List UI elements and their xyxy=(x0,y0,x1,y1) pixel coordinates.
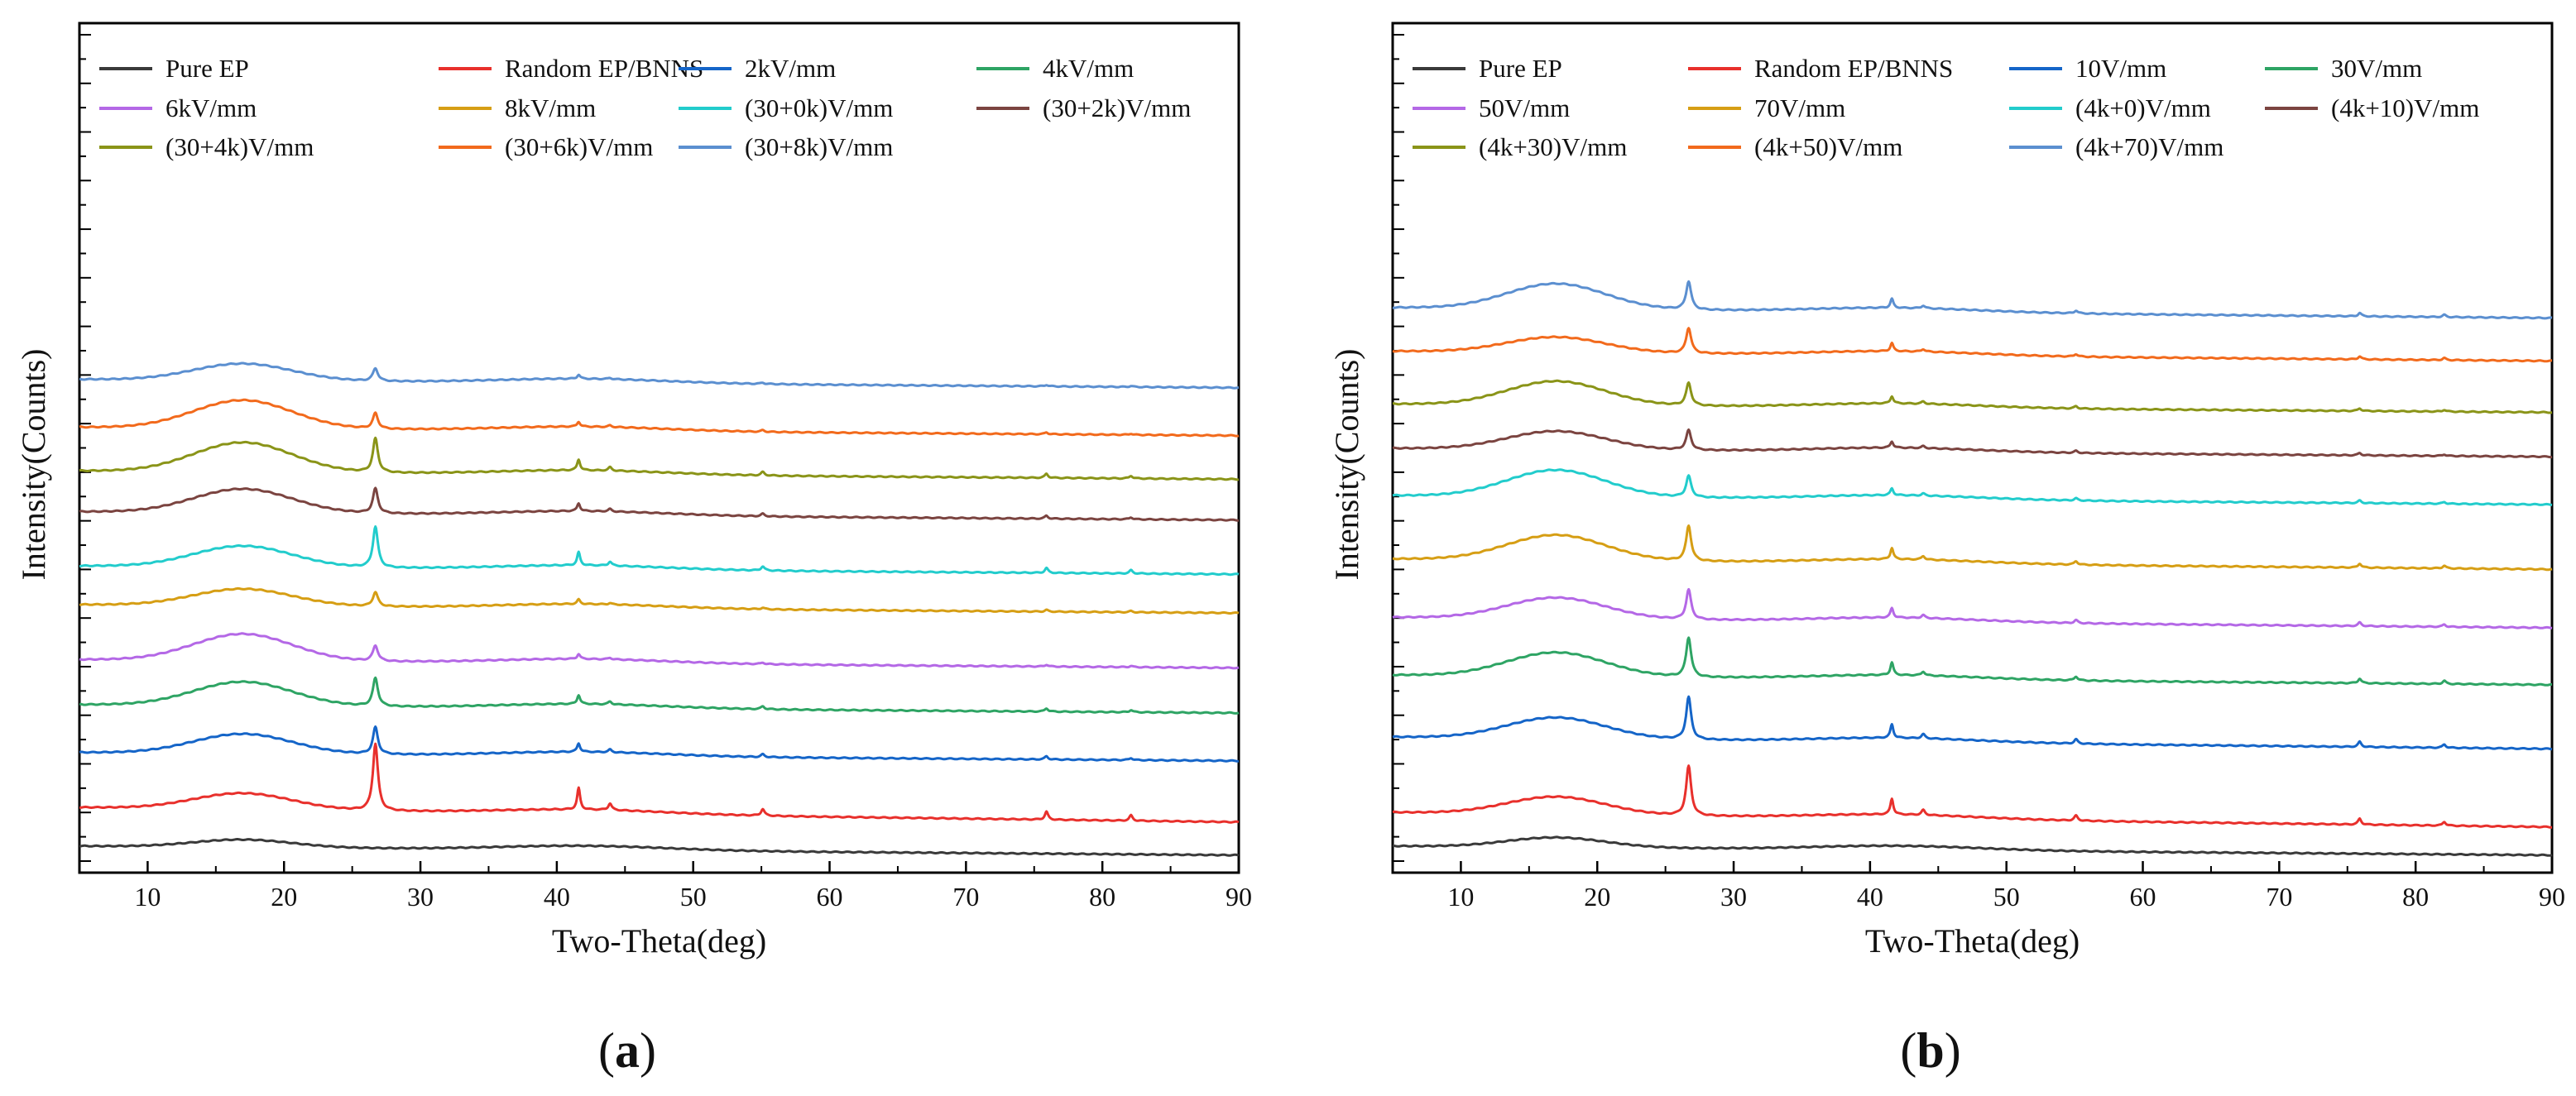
series-line-7 xyxy=(79,486,1240,522)
legend-entry: (30+4k)V/mm xyxy=(165,132,314,161)
legend-entry: (30+2k)V/mm xyxy=(1043,93,1191,122)
x-tick-label: 80 xyxy=(1089,882,1115,912)
legend-entry: 50V/mm xyxy=(1479,93,1570,122)
panel-caption: (b) xyxy=(1900,1023,1960,1078)
x-tick-label: 20 xyxy=(1584,882,1610,912)
x-tick-label: 30 xyxy=(407,882,434,912)
legend-entry: (4k+70)V/mm xyxy=(2075,132,2223,161)
x-axis-title: Two-Theta(deg) xyxy=(552,922,766,960)
series-line-9 xyxy=(79,398,1240,438)
series-line-7 xyxy=(1392,428,2553,459)
legend-entry: (4k+10)V/mm xyxy=(2331,93,2479,122)
x-tick-label: 40 xyxy=(1857,882,1883,912)
series-line-5 xyxy=(1392,524,2553,572)
legend-entry: 10V/mm xyxy=(2075,54,2166,83)
x-tick-label: 60 xyxy=(2130,882,2156,912)
legend-entry: Pure EP xyxy=(165,54,249,83)
x-tick-label: 50 xyxy=(1993,882,2020,912)
series-line-4 xyxy=(79,632,1240,670)
series-line-8 xyxy=(79,436,1240,481)
legend-entry: 6kV/mm xyxy=(165,93,257,122)
series-line-2 xyxy=(79,725,1240,763)
legend-entry: (4k+30)V/mm xyxy=(1479,132,1627,161)
series-line-1 xyxy=(1392,764,2553,829)
x-tick-label: 60 xyxy=(817,882,843,912)
x-tick-label: 10 xyxy=(134,882,161,912)
series-line-6 xyxy=(79,525,1240,577)
series-line-8 xyxy=(1392,379,2553,414)
legend-entry: 2kV/mm xyxy=(745,54,836,83)
series-line-2 xyxy=(1392,695,2553,751)
x-tick-label: 20 xyxy=(271,882,297,912)
x-tick-label: 30 xyxy=(1720,882,1747,912)
series-line-5 xyxy=(79,586,1240,615)
panel-a: 10 20 30 40 50 60 70 80 90 Two-Theta(deg) Intensit… xyxy=(15,22,1252,1078)
panel-b: 10 20 30 40 50 60 70 80 90 Two-Theta(deg) Intensit… xyxy=(1328,22,2565,1078)
legend-entry: Random EP/BNNS xyxy=(505,54,703,83)
legend-entry: (30+0k)V/mm xyxy=(745,93,893,122)
series-line-9 xyxy=(1392,327,2553,363)
series-line-0 xyxy=(1392,835,2553,857)
legend-entry: 8kV/mm xyxy=(505,93,596,122)
x-tick-label: 70 xyxy=(952,882,979,912)
x-tick-label: 10 xyxy=(1447,882,1474,912)
series-line-0 xyxy=(79,838,1240,857)
panel-caption: (a) xyxy=(598,1023,656,1078)
x-tick-label: 50 xyxy=(680,882,707,912)
series-line-10 xyxy=(1392,280,2553,320)
x-tick-label: 80 xyxy=(2402,882,2429,912)
y-axis-title: Intensity(Counts) xyxy=(15,349,52,581)
legend-entry: 4kV/mm xyxy=(1043,54,1134,83)
series-line-4 xyxy=(1392,587,2553,629)
x-tick-label: 90 xyxy=(1226,882,1252,912)
legend-entry: (4k+0)V/mm xyxy=(2075,93,2211,122)
legend-entry: Random EP/BNNS xyxy=(1754,54,1953,83)
legend-entry: (4k+50)V/mm xyxy=(1754,132,1902,161)
legend-entry: 30V/mm xyxy=(2331,54,2422,83)
series-line-1 xyxy=(79,742,1240,824)
legend-entry: (30+6k)V/mm xyxy=(505,132,653,161)
series-line-10 xyxy=(79,361,1240,390)
series-line-6 xyxy=(1392,468,2553,506)
x-tick-label: 40 xyxy=(544,882,570,912)
legend-entry: 70V/mm xyxy=(1754,93,1845,122)
series-line-3 xyxy=(79,676,1240,715)
x-tick-label: 70 xyxy=(2266,882,2292,912)
y-axis-title: Intensity(Counts) xyxy=(1328,349,1365,581)
legend-entry: Pure EP xyxy=(1479,54,1562,83)
x-tick-label: 90 xyxy=(2539,882,2565,912)
legend-entry: (30+8k)V/mm xyxy=(745,132,893,161)
series-line-3 xyxy=(1392,636,2553,687)
x-axis-title: Two-Theta(deg) xyxy=(1865,922,2080,960)
